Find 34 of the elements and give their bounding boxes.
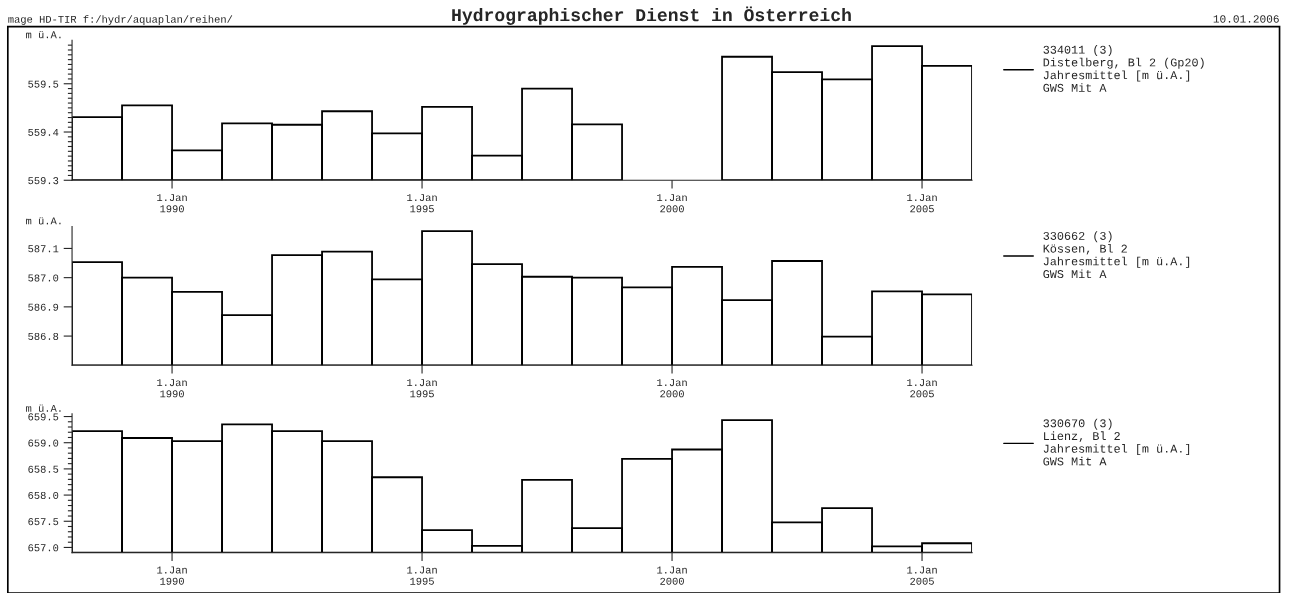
y-tick-label: 586.9 [28, 303, 59, 311]
y-tick-label: 659.5 [28, 413, 59, 421]
y-tick-label: 559.4 [28, 128, 59, 136]
x-tick-label: 1.Jan 2005 [907, 379, 937, 398]
chart-title: Hydrographischer Dienst in Österreich [452, 6, 851, 25]
x-tick-label: 1.Jan 2005 [907, 194, 937, 213]
y-tick-label: 587.0 [28, 274, 59, 282]
x-tick-label: 1.Jan 1995 [407, 379, 437, 398]
y-axis-title: m ü.A. [26, 404, 61, 412]
y-tick-label: 559.5 [28, 80, 59, 88]
y-tick-label: 659.0 [28, 439, 59, 447]
y-tick-label: 658.0 [28, 491, 59, 499]
text: mage HD-TIR f:/hydr/aquaplan/reihen/ [8, 15, 233, 25]
y-tick-label: 587.1 [28, 245, 59, 253]
x-tick-label: 1.Jan 1995 [407, 566, 437, 585]
y-tick-label: 559.3 [28, 177, 59, 185]
legend-label: 334011 (3) Distelberg, Bl 2 (Gp20) Jahresmittel [m ü.A.] GWS Mit A [1043, 45, 1204, 92]
y-axis-title: m ü.A. [26, 217, 61, 225]
y-tick-label: 658.5 [28, 465, 59, 473]
y-tick-label: 657.5 [28, 518, 59, 526]
x-tick-label: 1.Jan 2000 [657, 194, 687, 213]
y-tick-label: 586.8 [28, 332, 59, 340]
text: 10.01.2006 [1213, 15, 1279, 23]
x-tick-label: 1.Jan 1990 [157, 379, 187, 398]
x-tick-label: 1.Jan 1995 [407, 194, 437, 213]
x-tick-label: 1.Jan 2000 [657, 566, 687, 585]
x-tick-label: 1.Jan 2005 [907, 566, 937, 585]
x-tick-label: 1.Jan 2000 [657, 379, 687, 398]
x-tick-label: 1.Jan 1990 [157, 194, 187, 213]
y-axis-title: m ü.A. [26, 31, 61, 39]
legend-label: 330662 (3) Kössen, Bl 2 Jahresmittel [m ü.A.] GWS Mit A [1043, 231, 1190, 279]
x-tick-label: 1.Jan 1990 [157, 566, 187, 585]
legend-label: 330670 (3) Lienz, Bl 2 Jahresmittel [m ü.A.] GWS Mit A [1043, 418, 1190, 466]
y-tick-label: 657.0 [28, 544, 59, 552]
